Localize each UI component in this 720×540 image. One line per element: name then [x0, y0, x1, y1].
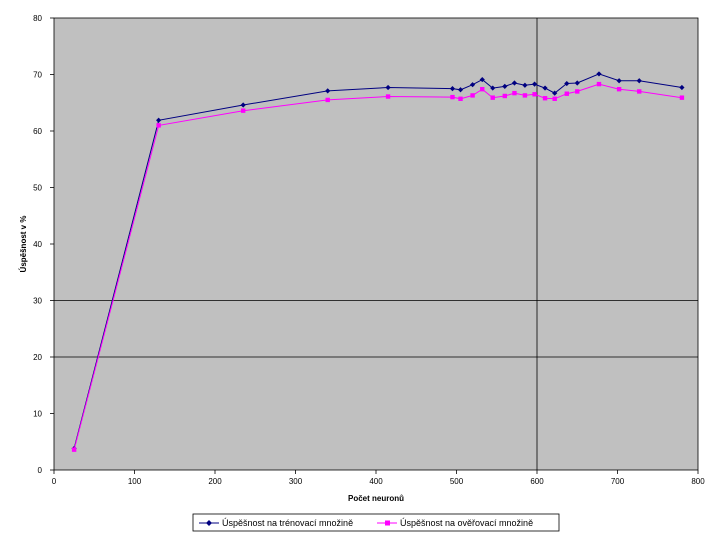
data-point [564, 80, 570, 87]
data-point [385, 94, 391, 99]
x-tick-label: 100 [128, 477, 142, 486]
data-point [385, 84, 391, 91]
y-tick-label: 80 [33, 14, 42, 23]
data-point [449, 86, 456, 92]
x-tick-label: 0 [52, 477, 57, 486]
data-point [616, 78, 622, 84]
data-point [522, 93, 528, 98]
y-axis: 0 10 20 30 40 50 60 70 80 [33, 14, 54, 475]
x-axis: 0 100 200 300 400 500 600 700 800 [52, 470, 705, 486]
data-point [511, 80, 518, 86]
data-point [542, 96, 548, 101]
y-tick-label: 10 [33, 410, 42, 419]
x-axis-title: Počet neuronů [348, 494, 404, 503]
legend-label-train: Úspěšnost na trénovací množině [222, 518, 353, 528]
x-tick-label: 800 [691, 477, 705, 486]
data-point [636, 78, 642, 84]
data-point [552, 96, 557, 101]
y-tick-label: 50 [33, 184, 42, 193]
data-point [531, 81, 538, 87]
series-line-1 [73, 73, 682, 449]
data-point [679, 95, 685, 100]
data-point [479, 76, 485, 83]
x-tick-label: 600 [530, 477, 544, 486]
data-point [596, 81, 602, 87]
data-point [575, 89, 580, 94]
data-point [564, 91, 569, 96]
legend-marker-valid [385, 520, 390, 526]
data-point [457, 87, 464, 93]
y-tick-label: 0 [38, 466, 43, 475]
data-point [325, 97, 330, 103]
data-point [596, 71, 602, 77]
x-tick-label: 700 [611, 477, 625, 486]
x-tick-label: 500 [450, 477, 464, 486]
y-tick-label: 40 [33, 240, 42, 249]
y-tick-label: 70 [33, 71, 42, 80]
x-tick-label: 400 [369, 477, 383, 486]
data-point [512, 90, 517, 96]
legend-label-valid: Úspěšnost na ověřovací množině [400, 518, 533, 528]
data-point [616, 86, 622, 92]
data-point [156, 117, 162, 123]
y-axis-title: Úspěšnost v % [19, 216, 28, 273]
data-point [490, 85, 496, 91]
data-point [480, 86, 485, 92]
data-point [542, 85, 548, 91]
data-point [552, 90, 558, 96]
legend: Úspěšnost na trénovací množině Úspěšnost… [192, 513, 560, 532]
data-point [240, 108, 246, 113]
data-point [71, 447, 77, 452]
x-tick-label: 300 [289, 477, 303, 486]
gridlines [54, 18, 698, 470]
legend-box [192, 513, 560, 532]
data-point [156, 123, 161, 128]
data-series [71, 71, 685, 452]
data-point [574, 80, 580, 86]
data-point [450, 94, 455, 100]
y-tick-label: 30 [33, 297, 42, 306]
data-point [532, 92, 537, 97]
data-point [502, 93, 507, 99]
data-point [325, 88, 331, 94]
data-point [470, 93, 475, 98]
data-point [490, 95, 495, 100]
data-point [240, 102, 246, 108]
data-point [679, 84, 685, 91]
x-tick-label: 200 [208, 477, 222, 486]
data-point [502, 83, 508, 89]
data-point [458, 96, 463, 101]
data-point [470, 82, 476, 88]
data-point [522, 82, 528, 88]
plot-area [53, 17, 699, 471]
series-line-2 [73, 83, 682, 450]
y-tick-label: 60 [33, 127, 42, 136]
y-tick-label: 20 [33, 353, 42, 362]
data-point [637, 89, 642, 94]
legend-marker-train [206, 520, 212, 526]
